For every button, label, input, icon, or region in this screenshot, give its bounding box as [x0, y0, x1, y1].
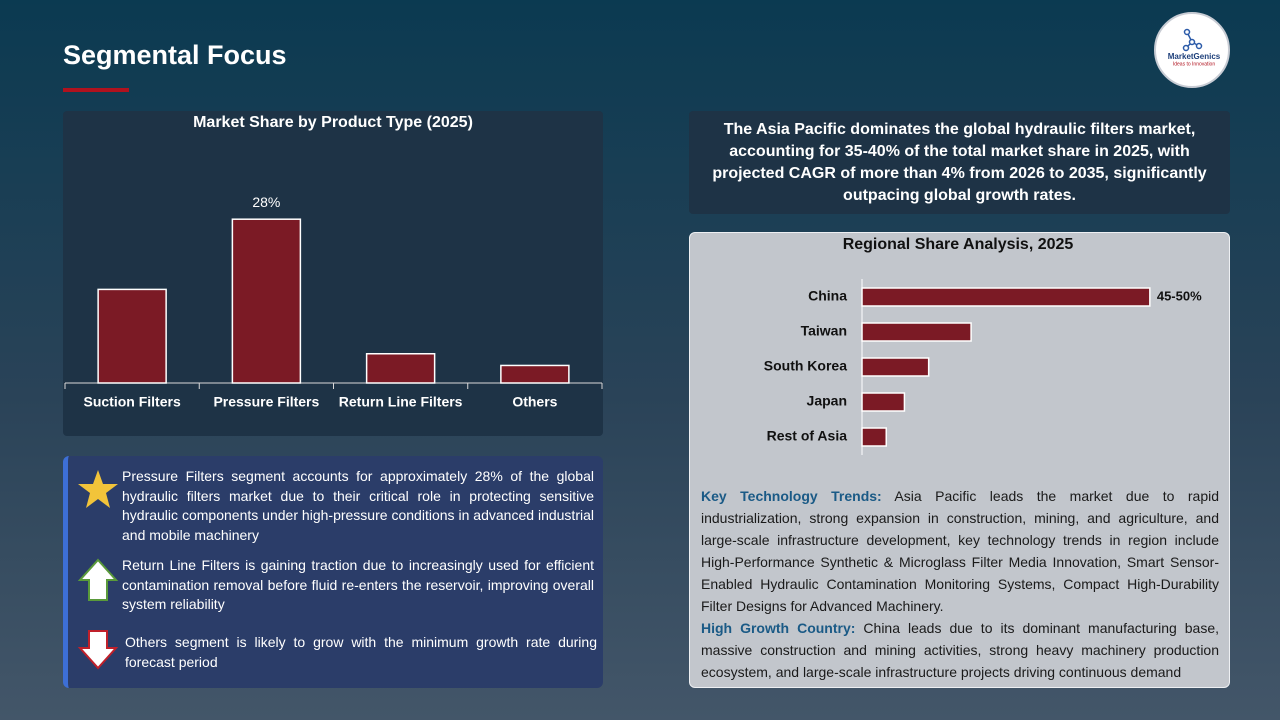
y-tick-label: South Korea	[764, 358, 847, 374]
star-icon	[78, 470, 118, 508]
logo-tagline: Ideas to Innovation	[1173, 61, 1215, 67]
notes: Key Technology Trends: Asia Pacific lead…	[701, 485, 1219, 683]
bar	[500, 364, 570, 384]
bar	[861, 392, 906, 412]
chart-title: Regional Share Analysis, 2025	[843, 236, 1074, 253]
regional-panel	[689, 232, 1230, 688]
note-label: Key Technology Trends:	[701, 488, 882, 504]
icons	[77, 470, 119, 670]
insight-text: Pressure Filters segment accounts for ap…	[122, 468, 594, 543]
y-tick-label: Japan	[807, 393, 847, 409]
bar	[97, 288, 167, 384]
note-text: China leads due to its dominant manufact…	[701, 620, 1220, 680]
note: Key Technology Trends: Asia Pacific lead…	[701, 485, 1219, 617]
note-label: High Growth Country:	[701, 620, 856, 636]
bar	[365, 353, 436, 384]
data-label: 28%	[252, 194, 280, 210]
title-underline	[63, 88, 129, 92]
insight-text: Others segment is likely to grow with th…	[125, 634, 597, 670]
insight-text: Return Line Filters is gaining traction …	[122, 557, 594, 612]
y-tick-label: China	[808, 288, 847, 304]
up-arrow-icon	[77, 558, 119, 601]
bar	[861, 287, 1151, 307]
x-tick-label: Pressure Filters	[213, 394, 319, 410]
note: High Growth Country: China leads due to …	[701, 617, 1219, 683]
x-tick-label: Return Line Filters	[339, 394, 463, 410]
x-tick-label: Others	[512, 394, 557, 410]
data-label: 45-50%	[1157, 288, 1202, 303]
insights-box: Pressure Filters segment accounts for ap…	[63, 456, 603, 688]
chart-title: Market Share by Product Type (2025)	[193, 114, 473, 131]
bar	[861, 357, 930, 377]
down-arrow-icon	[77, 630, 119, 670]
logo-mark	[1182, 28, 1203, 52]
x-tick-label: Suction Filters	[84, 394, 181, 410]
highlight-box: The Asia Pacific dominates the global hy…	[689, 111, 1230, 214]
slide-title: Segmental Focus	[63, 40, 287, 70]
y-tick-label: Taiwan	[801, 323, 847, 339]
y-tick-label: Rest of Asia	[767, 428, 848, 444]
logo-name: MarketGenics	[1168, 52, 1221, 61]
bar	[231, 218, 302, 384]
note-text: Asia Pacific leads the market due to rap…	[701, 488, 1220, 614]
bar	[861, 427, 887, 447]
logo-badge	[1154, 12, 1230, 88]
bar	[861, 322, 972, 342]
